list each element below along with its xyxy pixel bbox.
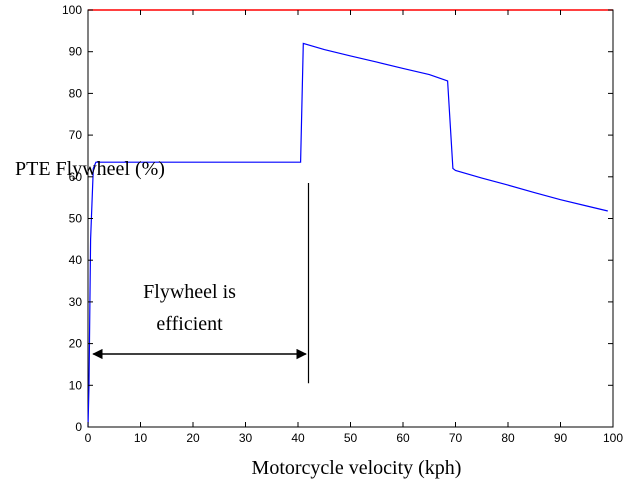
y-tick-label: 70: [69, 128, 83, 142]
x-tick-label: 100: [603, 431, 623, 445]
x-tick-label: 50: [344, 431, 358, 445]
annotation-line-2: efficient: [156, 313, 223, 335]
y-tick-label: 0: [75, 420, 82, 434]
y-tick-label: 10: [69, 378, 83, 392]
x-tick-label: 10: [134, 431, 148, 445]
x-tick-label: 70: [449, 431, 463, 445]
x-tick-label: 40: [291, 431, 305, 445]
y-tick-label: 90: [69, 45, 83, 59]
x-tick-label: 80: [501, 431, 515, 445]
y-tick-label: 20: [69, 337, 83, 351]
y-tick-label: 80: [69, 86, 83, 100]
x-tick-label: 90: [554, 431, 568, 445]
x-tick-label: 60: [396, 431, 410, 445]
y-tick-label: 40: [69, 253, 83, 267]
x-tick-label: 0: [85, 431, 92, 445]
series-line-1: [87, 42, 608, 428]
annotation-line-1: Flywheel is: [143, 281, 236, 303]
x-axis-label: Motorcycle velocity (kph): [252, 457, 462, 479]
y-tick-label: 60: [69, 170, 83, 184]
plot-frame: [87, 9, 614, 428]
x-tick-label: 30: [239, 431, 253, 445]
y-tick-label: 30: [69, 295, 83, 309]
y-tick-label: 100: [62, 3, 82, 17]
x-tick-label: 20: [186, 431, 200, 445]
y-axis-label: PTE Flywheel (%): [15, 158, 165, 180]
y-tick-label: 50: [69, 212, 83, 226]
